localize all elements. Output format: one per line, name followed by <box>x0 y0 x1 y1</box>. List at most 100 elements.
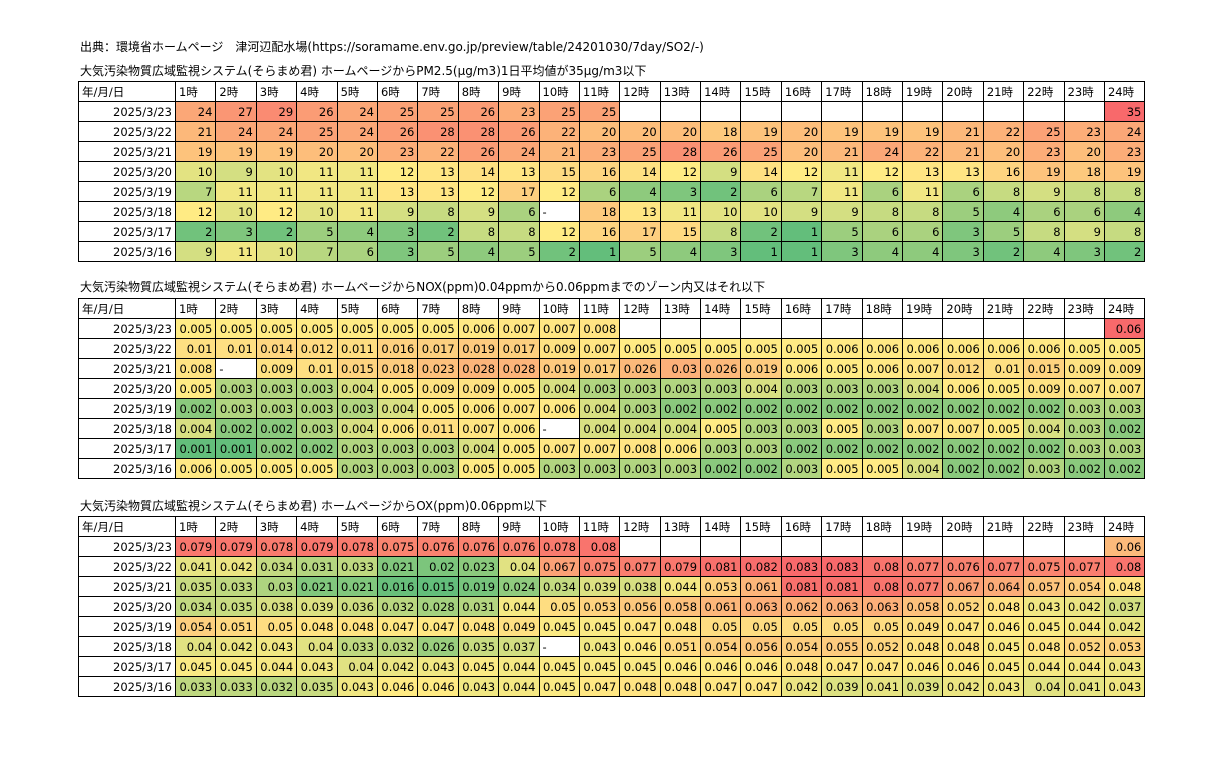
value-cell: 0.003 <box>1063 438 1105 459</box>
value-cell: 2 <box>174 221 217 242</box>
value-cell: 0.003 <box>659 378 702 399</box>
value-cell: 0.007 <box>498 318 540 339</box>
hour-column-header: 14時 <box>700 516 742 537</box>
hour-column-header: 2時 <box>215 81 257 102</box>
value-cell: 0.046 <box>902 656 944 677</box>
value-cell: 23 <box>1023 141 1065 162</box>
date-cell: 2025/3/16 <box>78 676 176 697</box>
value-cell: 0.04 <box>1023 676 1065 697</box>
value-cell: 0.002 <box>861 398 904 419</box>
value-cell: 0.048 <box>619 676 661 697</box>
value-cell: 0.006 <box>942 378 984 399</box>
value-cell: 0.006 <box>821 338 863 359</box>
value-cell: 0.033 <box>336 636 378 657</box>
hour-column-header: 6時 <box>376 516 419 537</box>
value-cell: 3 <box>821 241 863 262</box>
value-cell: 18 <box>700 121 742 142</box>
value-cell: 0.035 <box>215 596 257 617</box>
value-cell: 0.003 <box>780 418 823 439</box>
value-cell: 0.005 <box>498 438 540 459</box>
value-cell: 0.079 <box>659 556 702 577</box>
value-cell: 6 <box>1023 201 1065 222</box>
value-cell: 0.004 <box>336 378 378 399</box>
hour-column-header: 24時 <box>1103 298 1146 319</box>
value-cell: 0.046 <box>740 656 782 677</box>
hour-column-header: 10時 <box>538 516 580 537</box>
value-cell: 8 <box>700 221 742 242</box>
hour-column-header: 22時 <box>1023 298 1065 319</box>
value-cell: 0.007 <box>902 418 944 439</box>
value-cell: 0.057 <box>1023 576 1065 597</box>
value-cell: 17 <box>498 181 540 202</box>
table-header-row: 年/月/日 1時 2時 3時 4時 5時 6時 7時 8時 9時 10時 11時 12時 13時 14時 15… <box>78 516 1146 537</box>
value-cell: 0.006 <box>174 458 217 479</box>
value-cell: 21 <box>942 121 984 142</box>
value-cell: 0.003 <box>1063 398 1105 419</box>
value-cell: 0.046 <box>417 676 459 697</box>
value-cell: 0.03 <box>255 576 298 597</box>
date-cell: 2025/3/21 <box>78 358 176 379</box>
value-cell: 20 <box>982 141 1025 162</box>
value-cell: 24 <box>336 121 378 142</box>
value-cell: 12 <box>659 161 702 182</box>
value-cell: - <box>538 418 580 439</box>
hour-column-header: 21時 <box>982 516 1025 537</box>
value-cell: 0.033 <box>174 676 217 697</box>
value-cell: 0.005 <box>376 378 419 399</box>
value-cell: 0.053 <box>700 576 742 597</box>
value-cell: 0.038 <box>255 596 298 617</box>
value-cell: 0.005 <box>215 318 257 339</box>
value-cell: 0.046 <box>942 656 984 677</box>
table-title: 大気汚染物質広域監視システム(そらまめ君) ホームページからNOX(ppm)0.… <box>80 280 766 294</box>
value-cell: 0.051 <box>659 636 702 657</box>
value-cell: 0.007 <box>1103 378 1146 399</box>
table-row: 2025/3/22 0.01 0.01 0.014 0.012 0.011 0.016 0.0… <box>78 338 1146 359</box>
hour-column-header: 4時 <box>296 298 338 319</box>
value-cell: 22 <box>417 141 459 162</box>
value-cell: 11 <box>215 241 257 262</box>
value-cell: 0.003 <box>619 398 661 419</box>
table-title: 大気汚染物質広域監視システム(そらまめ君) ホームページからPM2.5(μg/m… <box>80 64 647 78</box>
table-row: 2025/3/17 0.001 0.001 0.002 0.002 0.003 0.003 0… <box>78 438 1146 459</box>
table-header-row: 年/月/日 1時 2時 3時 4時 5時 6時 7時 8時 9時 10時 11時 12時 13時 14時 15… <box>78 298 1146 319</box>
value-cell <box>619 318 661 339</box>
value-cell: 0.039 <box>902 676 944 697</box>
value-cell: 13 <box>942 161 984 182</box>
value-cell: 27 <box>215 101 257 122</box>
value-cell: 0.035 <box>174 576 217 597</box>
date-cell: 2025/3/20 <box>78 161 176 182</box>
value-cell: 0.042 <box>1063 596 1105 617</box>
hour-column-header: 8時 <box>457 516 500 537</box>
value-cell: 0.008 <box>619 438 661 459</box>
value-cell: 11 <box>255 181 298 202</box>
value-cell: 10 <box>215 201 257 222</box>
table-row: 2025/3/18 0.004 0.002 0.002 0.003 0.004 0.006 0… <box>78 418 1146 439</box>
value-cell: 8 <box>457 221 500 242</box>
value-cell: 0.021 <box>336 576 378 597</box>
value-cell: 0.002 <box>861 438 904 459</box>
table-row: 2025/3/20 10 9 10 11 11 12 13 14 13 15 16 14 12 9 14 12 1… <box>78 161 1146 182</box>
value-cell: 0.006 <box>1023 338 1065 359</box>
hour-column-header: 10時 <box>538 81 580 102</box>
value-cell: 4 <box>659 241 702 262</box>
value-cell: 0.048 <box>902 636 944 657</box>
value-cell: 23 <box>578 141 621 162</box>
value-cell: 11 <box>296 161 338 182</box>
value-cell: 6 <box>498 201 540 222</box>
value-cell: 0.032 <box>376 636 419 657</box>
value-cell: 0.006 <box>498 418 540 439</box>
value-cell: 0.044 <box>1063 616 1105 637</box>
value-cell: 0.004 <box>1023 418 1065 439</box>
hour-column-header: 1時 <box>174 516 217 537</box>
table-row: 2025/3/23 0.079 0.079 0.078 0.079 0.078 0.075 0… <box>78 536 1146 557</box>
value-cell: 0.063 <box>740 596 782 617</box>
value-cell: 6 <box>578 181 621 202</box>
value-cell: 0.005 <box>457 458 500 479</box>
value-cell: 0.005 <box>1103 338 1146 359</box>
value-cell <box>821 318 863 339</box>
value-cell: 0.03 <box>659 358 702 379</box>
value-cell <box>902 101 944 122</box>
date-cell: 2025/3/22 <box>78 338 176 359</box>
value-cell: 13 <box>902 161 944 182</box>
value-cell: 5 <box>619 241 661 262</box>
